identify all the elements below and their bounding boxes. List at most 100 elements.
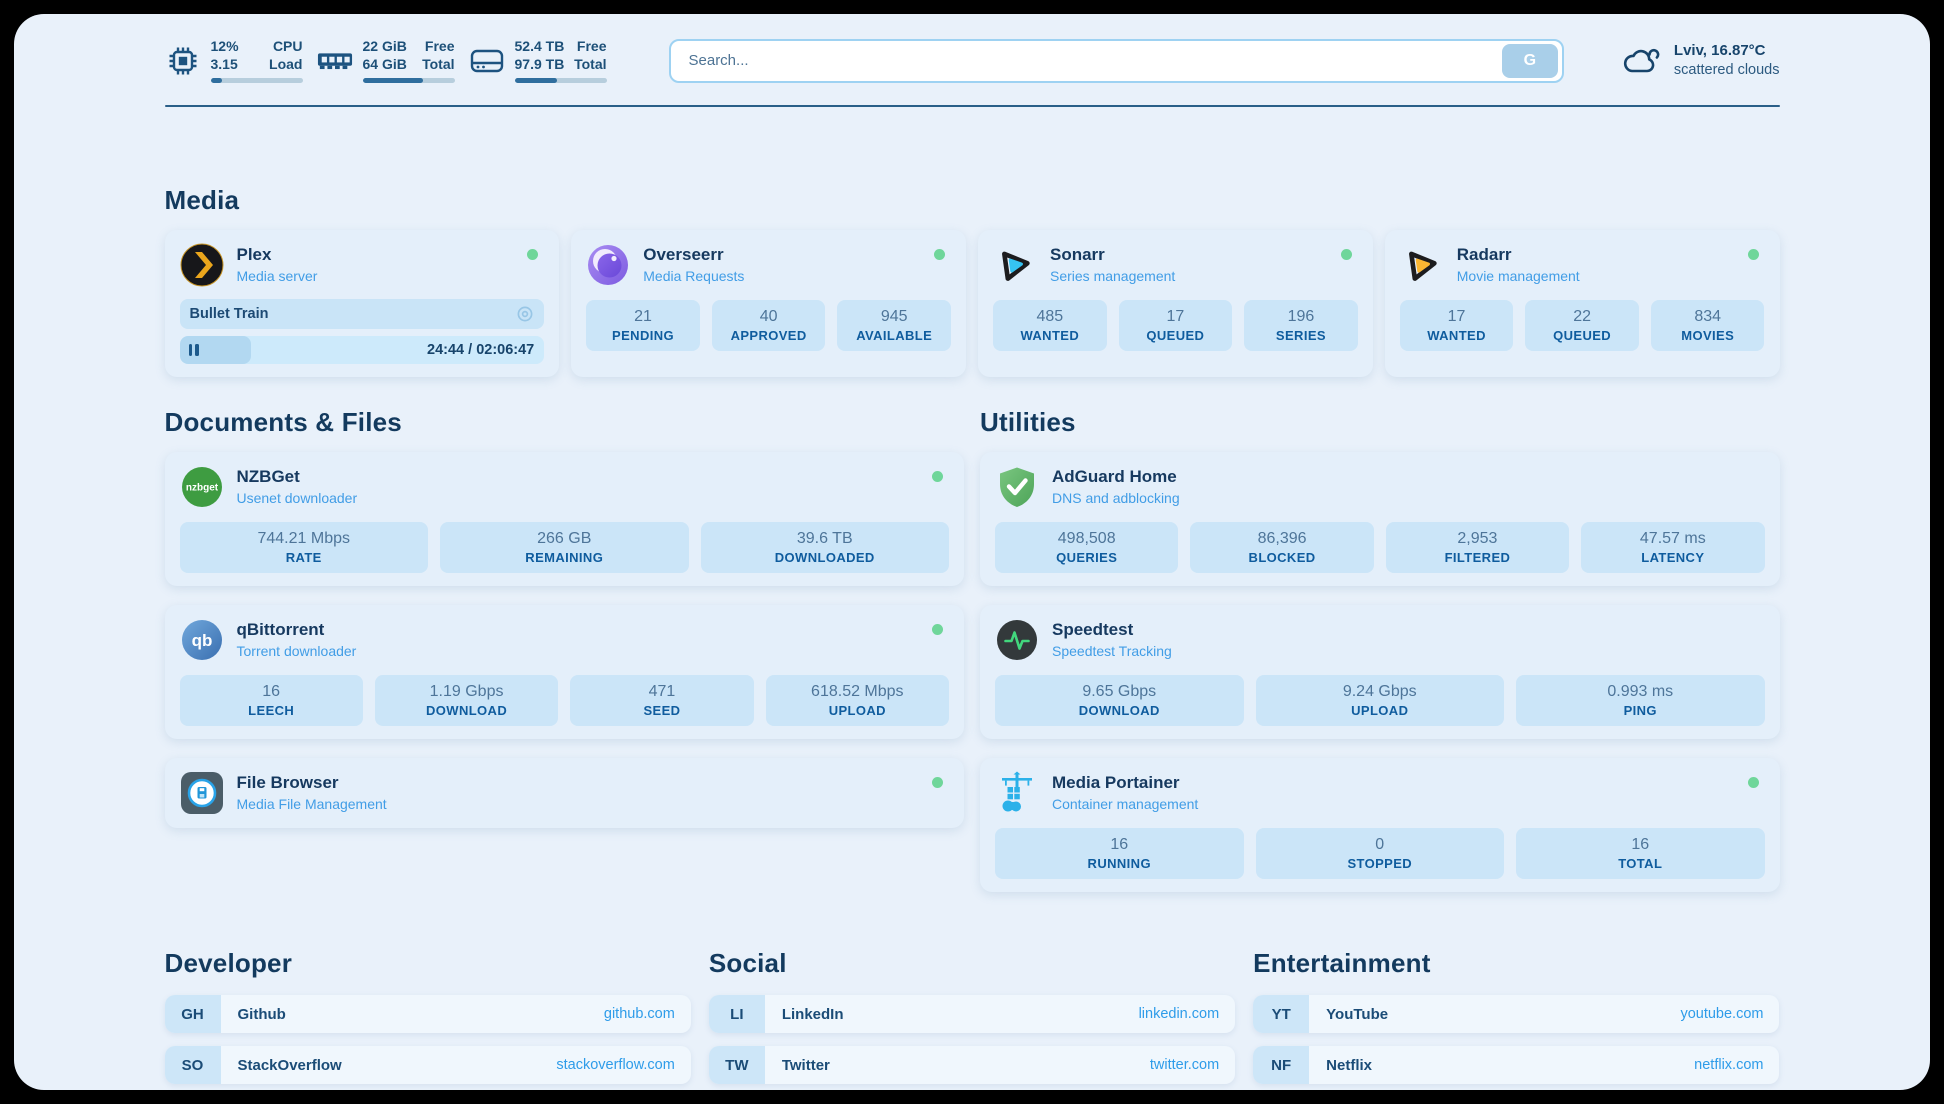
link-badge: GH (164, 995, 221, 1033)
stat-tile: 17 WANTED (1399, 300, 1514, 351)
cloud-icon (1622, 45, 1662, 77)
stat-tile: 196 SERIES (1244, 300, 1358, 351)
filebrowser-icon (180, 771, 224, 815)
section-title-social: Social (708, 948, 787, 978)
stat-tile: 945 AVAILABLE (837, 300, 951, 351)
app-name: Overseerr (643, 245, 724, 265)
link-row-youtube[interactable]: YT YouTube youtube.com (1253, 995, 1780, 1033)
app-card-adguard[interactable]: AdGuard Home DNS and adblocking 498,508 Q… (980, 452, 1780, 586)
disk-total: 97.9 TB (514, 55, 565, 72)
stat-tile: 2,953 FILTERED (1385, 522, 1570, 573)
cpu-loadavg: 3.15 (210, 55, 238, 72)
app-card-nzbget[interactable]: nzbget NZBGet Usenet downloader 744.21 M… (164, 452, 964, 586)
app-subtitle: Movie management (1456, 267, 1580, 284)
section-title-utilities: Utilities (980, 407, 1076, 437)
link-domain: netflix.com (1694, 1057, 1764, 1073)
link-row-netflix[interactable]: NF Netflix netflix.com (1253, 1046, 1780, 1084)
section-title-entertainment: Entertainment (1253, 948, 1431, 978)
link-domain: twitter.com (1149, 1057, 1220, 1073)
app-name: AdGuard Home (1052, 467, 1177, 487)
link-badge: NF (1253, 1046, 1310, 1084)
disk-progress-bar (514, 78, 607, 83)
weather-location-temp: Lviv, 16.87°C (1673, 42, 1766, 60)
disk-label-1: Free (576, 38, 607, 54)
link-badge: SO (164, 1046, 221, 1084)
cpu-label-2: Load (269, 55, 303, 72)
app-name: Speedtest (1052, 620, 1134, 640)
app-subtitle: Series management (1050, 267, 1176, 284)
app-card-radarr[interactable]: Radarr Movie management 17 WANTED 22 QUEUE… (1384, 230, 1780, 377)
app-card-qbittorrent[interactable]: qb qBittorrent Torrent downloader 16 LEEC… (164, 605, 964, 739)
app-name: qBittorrent (236, 620, 325, 640)
app-subtitle: Media File Management (236, 795, 387, 812)
app-card-speedtest[interactable]: Speedtest Speedtest Tracking 9.65 Gbps DO… (980, 605, 1780, 739)
link-domain: youtube.com (1680, 1006, 1764, 1022)
link-name: Twitter (781, 1056, 830, 1074)
app-card-portainer[interactable]: Media Portainer Container management 16 R… (980, 758, 1780, 892)
stat-tile: 16 RUNNING (995, 828, 1244, 879)
app-name: File Browser (236, 773, 339, 793)
search-bar: G (668, 38, 1564, 83)
status-dot (932, 471, 943, 482)
link-badge: TW (708, 1046, 765, 1084)
disk-stat: 52.4 TB 97.9 TB Free Total (469, 38, 607, 83)
status-dot (932, 777, 943, 788)
app-subtitle: DNS and adblocking (1052, 489, 1180, 506)
sonarr-icon (993, 243, 1037, 287)
disk-free: 52.4 TB (514, 38, 565, 54)
stat-tile: 471 SEED (570, 675, 754, 726)
stat-tile: 485 WANTED (993, 300, 1107, 351)
link-row-twitter[interactable]: TW Twitter twitter.com (708, 1046, 1236, 1084)
now-playing-title: Bullet Train (189, 306, 269, 322)
app-name: Radarr (1456, 245, 1512, 265)
link-name: LinkedIn (781, 1005, 844, 1023)
link-name: YouTube (1326, 1005, 1389, 1023)
now-playing-row: Bullet Train (179, 299, 545, 329)
app-subtitle: Media Requests (643, 267, 745, 284)
cpu-percent: 12% (210, 38, 239, 54)
app-name: Media Portainer (1052, 773, 1180, 793)
stat-tile: 21 PENDING (586, 300, 700, 351)
section-title-media: Media (164, 185, 240, 215)
cpu-icon (165, 43, 201, 79)
link-row-linkedin[interactable]: LI LinkedIn linkedin.com (708, 995, 1236, 1033)
cpu-progress-bar (210, 78, 303, 83)
status-dot (932, 624, 943, 635)
link-row-github[interactable]: GH Github github.com (164, 995, 691, 1033)
status-dot (1340, 249, 1352, 260)
top-bar: 12% 3.15 CPU Load (165, 38, 1780, 83)
link-row-stackoverflow[interactable]: SO StackOverflow stackoverflow.com (164, 1046, 691, 1084)
section-title-documents: Documents & Files (164, 407, 402, 437)
cpu-stat: 12% 3.15 CPU Load (165, 38, 303, 83)
playback-progress-bar[interactable]: 24:44 / 02:06:47 (179, 336, 545, 364)
system-stats: 12% 3.15 CPU Load (165, 38, 607, 83)
overseerr-icon (586, 243, 630, 287)
stat-tile: 744.21 Mbps RATE (179, 522, 428, 573)
stat-tile: 17 QUEUED (1118, 300, 1233, 351)
app-card-plex[interactable]: Plex Media server Bullet Train (164, 230, 560, 377)
status-dot (934, 249, 945, 260)
stat-tile: 498,508 QUERIES (995, 522, 1179, 573)
app-card-overseerr[interactable]: Overseerr Media Requests 21 PENDING 40 APP… (571, 230, 966, 377)
link-domain: github.com (603, 1006, 675, 1022)
playback-time: 24:44 / 02:06:47 (427, 342, 535, 358)
app-card-sonarr[interactable]: Sonarr Series management 485 WANTED 17 QUE… (978, 230, 1373, 377)
nzbget-icon: nzbget (180, 465, 224, 509)
svg-text:nzbget: nzbget (185, 483, 218, 494)
search-engine-button[interactable]: G (1501, 43, 1558, 78)
adguard-icon (995, 465, 1039, 509)
stat-tile: 39.6 TB DOWNLOADED (700, 522, 949, 573)
link-domain: stackoverflow.com (556, 1057, 675, 1073)
app-subtitle: Usenet downloader (236, 489, 358, 506)
search-input[interactable] (686, 51, 1502, 70)
camera-icon (516, 305, 534, 323)
ram-progress-bar (362, 78, 455, 83)
app-card-filebrowser[interactable]: File Browser Media File Management (164, 758, 964, 828)
disk-label-2: Total (574, 55, 607, 72)
stat-tile: 834 MOVIES (1650, 300, 1765, 351)
weather-widget: Lviv, 16.87°C scattered clouds (1622, 41, 1780, 79)
stat-tile: 0 STOPPED (1255, 828, 1504, 879)
pause-icon[interactable] (188, 344, 199, 356)
stat-tile: 22 QUEUED (1525, 300, 1639, 351)
ram-label-1: Free (424, 38, 455, 54)
